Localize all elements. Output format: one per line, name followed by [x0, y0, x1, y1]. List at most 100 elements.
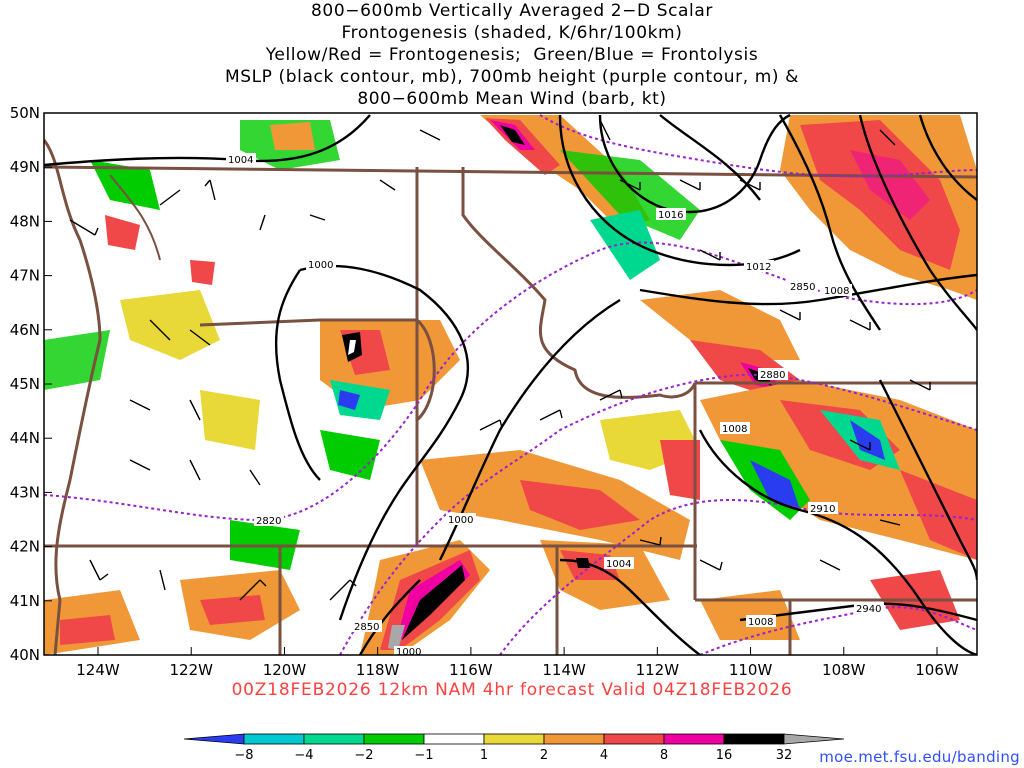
- wind-barb: [149, 319, 171, 341]
- title-line-3: Yellow/Red = Frontogenesis; Green/Blue =…: [265, 45, 759, 65]
- colorbar-label: 1: [480, 748, 488, 763]
- wind-barb: [239, 579, 267, 601]
- mslp-label: 1000: [396, 647, 421, 658]
- height700-label: 2850: [354, 622, 379, 633]
- colorbar-label: −1: [414, 748, 433, 763]
- valid-time-text: 00Z18FEB2026 12km NAM 4hr forecast Valid…: [231, 680, 793, 700]
- wind-barb: [189, 329, 211, 346]
- height700-label: 2850: [790, 282, 815, 293]
- puget-sound: [109, 174, 161, 261]
- mslp-label: 1016: [658, 210, 683, 221]
- wind-barb: [699, 249, 721, 261]
- colorbar-label: 4: [600, 748, 608, 763]
- lat-label: 45N: [10, 375, 40, 393]
- wind-barb: [159, 569, 166, 591]
- colorbar-swatch: [243, 733, 305, 745]
- wind-barb: [189, 399, 201, 421]
- colorbar-swatch: [543, 733, 605, 745]
- wind-barb: [779, 309, 801, 321]
- lon-label: 118W: [356, 661, 400, 679]
- frontogenesis-shading: [44, 115, 977, 655]
- colorbar-swatch: [723, 733, 785, 745]
- wind-barb: [679, 179, 701, 191]
- colorbar: [183, 733, 845, 745]
- lon-label: 122W: [169, 661, 213, 679]
- mslp-label: 1004: [606, 559, 631, 570]
- colorbar-swatch: [423, 733, 485, 745]
- lon-label: 112W: [636, 661, 680, 679]
- lon-label: 116W: [449, 661, 493, 679]
- axis-ticks: [44, 112, 938, 656]
- wind-barb: [379, 179, 396, 191]
- wa-or-border: [199, 318, 417, 327]
- wind-barb: [539, 409, 563, 421]
- wind-barb: [909, 379, 931, 391]
- lat-label: 43N: [10, 483, 40, 501]
- colorbar-min-arrow: [183, 733, 245, 745]
- colorbar-swatch: [363, 733, 425, 745]
- wind-barb: [419, 129, 441, 141]
- title-block: 800−600mb Vertically Averaged 2−D Scalar…: [0, 0, 1024, 110]
- mslp-label: 1008: [722, 424, 747, 435]
- wind-barb: [69, 219, 99, 236]
- lat-label: 44N: [10, 429, 40, 447]
- lon-label: 110W: [729, 661, 773, 679]
- wind-barb: [739, 179, 761, 191]
- colorbar-label: 16: [716, 748, 733, 763]
- lon-label: 124W: [76, 661, 120, 679]
- wind-barb: [699, 559, 723, 571]
- title-line-4: MSLP (black contour, mb), 700mb height (…: [224, 67, 800, 87]
- id-mt-border: [461, 167, 697, 399]
- wind-barb: [159, 189, 181, 206]
- title-line-5: 800−600mb Mean Wind (barb, kt): [357, 89, 667, 109]
- wind-barb: [129, 459, 151, 471]
- wind-barb: [849, 319, 871, 331]
- lat-label: 49N: [10, 158, 40, 176]
- lat-label: 41N: [10, 592, 40, 610]
- mslp-label: 1012: [746, 262, 771, 273]
- wind-barb: [89, 559, 109, 581]
- lon-label: 120W: [263, 661, 307, 679]
- colorbar-swatch: [603, 733, 665, 745]
- latitude-labels: 40N 41N 42N 43N 44N 45N 46N 47N 48N 49N 50N: [10, 104, 40, 664]
- wind-barbs: [69, 119, 931, 601]
- lat-label: 47N: [10, 267, 40, 285]
- title-line-2: Frontogenesis (shaded, K/6hr/100km): [341, 23, 683, 43]
- height700-label: 2940: [856, 604, 881, 615]
- lat-label: 46N: [10, 321, 40, 339]
- wind-barb: [599, 119, 611, 141]
- colorbar-label: 8: [660, 748, 668, 763]
- mslp-label: 1000: [308, 260, 333, 271]
- contour-labels: 1004 1016 1000 1012 1008 1008 1000 1004 …: [226, 153, 884, 658]
- wind-barb: [619, 179, 641, 191]
- colorbar-label: 32: [776, 748, 793, 763]
- credit-link[interactable]: moe.met.fsu.edu/banding: [819, 748, 1020, 766]
- colorbar-swatch: [303, 733, 365, 745]
- colorbar-label: 2: [540, 748, 548, 763]
- lon-label: 108W: [822, 661, 866, 679]
- lat-label: 42N: [10, 538, 40, 556]
- title-line-1: 800−600mb Vertically Averaged 2−D Scalar: [311, 1, 713, 21]
- lon-label: 106W: [915, 661, 959, 679]
- wind-barb: [204, 179, 216, 201]
- mslp-label: 1008: [748, 617, 773, 628]
- wind-barb: [189, 459, 201, 481]
- lon-label: 114W: [542, 661, 586, 679]
- mslp-label: 1000: [448, 515, 473, 526]
- height700-label: 2820: [256, 516, 281, 527]
- wind-barb: [599, 389, 623, 401]
- lat-label: 48N: [10, 212, 40, 230]
- colorbar-labels: −8 −4 −2 −1 1 2 4 8 16 32: [234, 748, 792, 763]
- height700-label: 2910: [810, 504, 835, 515]
- mslp-label: 1008: [824, 286, 849, 297]
- snake-river: [415, 318, 436, 422]
- wind-barb: [819, 559, 841, 571]
- wind-barb: [249, 469, 261, 486]
- height700-label: 2880: [760, 370, 785, 381]
- wind-barb: [479, 419, 503, 431]
- colorbar-label: −4: [294, 748, 313, 763]
- mslp-label: 1004: [228, 155, 253, 166]
- wind-barb: [879, 129, 896, 146]
- wind-barb: [129, 399, 151, 411]
